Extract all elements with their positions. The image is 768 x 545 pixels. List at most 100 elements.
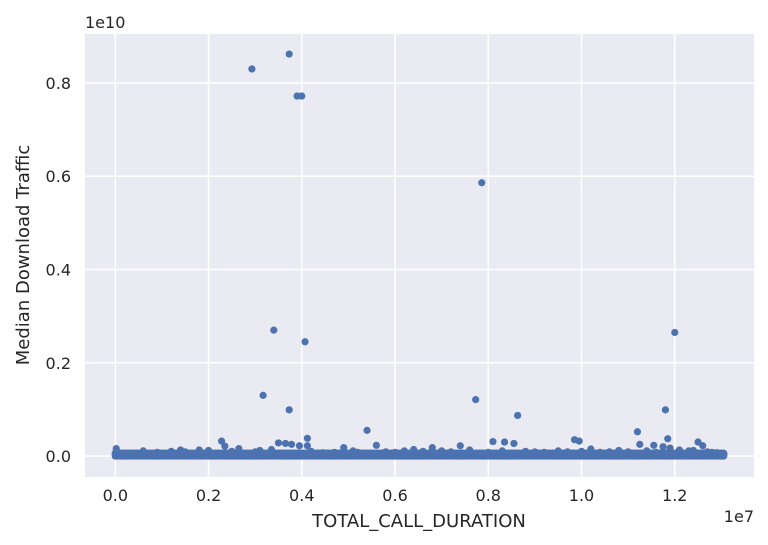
- data-point: [363, 426, 371, 434]
- data-point: [577, 447, 586, 455]
- data-point: [349, 447, 357, 455]
- data-point: [301, 338, 309, 346]
- data-point: [478, 179, 486, 187]
- data-point: [218, 437, 226, 445]
- data-point: [652, 448, 660, 456]
- data-point: [295, 442, 304, 450]
- data-point: [410, 445, 418, 454]
- data-point: [112, 444, 120, 453]
- data-point: [287, 440, 296, 448]
- data-point: [596, 448, 604, 456]
- data-point: [259, 391, 267, 399]
- x-tick-label: 1.0: [569, 486, 594, 505]
- data-point: [428, 444, 436, 452]
- x-tick-labels: 0.0 0.2 0.4 0.6 0.8 1.0 1.2: [103, 486, 688, 505]
- data-point: [472, 395, 480, 404]
- y-tick-label: 0.4: [46, 260, 71, 279]
- data-point: [248, 65, 256, 73]
- data-point: [531, 448, 539, 456]
- data-point: [664, 435, 672, 443]
- data-point: [204, 446, 213, 455]
- x-tick-label: 0.4: [289, 486, 314, 505]
- x-tick-label: 0.2: [196, 486, 221, 505]
- data-point: [661, 406, 670, 414]
- data-point: [228, 447, 236, 455]
- data-point: [498, 447, 506, 455]
- x-tick-label: 0.8: [476, 486, 501, 505]
- data-point: [438, 447, 446, 455]
- y-tick-label: 0.6: [46, 167, 71, 186]
- data-point: [554, 447, 562, 455]
- data-point: [307, 447, 315, 455]
- x-offset-label: 1e7: [724, 507, 754, 526]
- data-point: [514, 411, 522, 420]
- data-point: [615, 446, 623, 455]
- x-tick-label: 1.2: [662, 486, 687, 505]
- data-point: [340, 444, 348, 452]
- data-point: [195, 446, 203, 454]
- data-point: [671, 328, 679, 337]
- data-point: [666, 444, 674, 452]
- data-point: [540, 448, 548, 456]
- data-point: [382, 448, 390, 456]
- grid-lines: [85, 34, 754, 477]
- data-point: [510, 439, 518, 448]
- data-point: [575, 437, 583, 445]
- data-point: [391, 448, 399, 456]
- data-point: [587, 445, 595, 453]
- data-point: [221, 442, 229, 450]
- data-point: [153, 448, 161, 456]
- data-point: [563, 448, 572, 456]
- data-point: [636, 440, 644, 448]
- data-point: [466, 446, 474, 454]
- data-point: [256, 446, 264, 455]
- x-tick-label: 0.6: [382, 486, 407, 505]
- data-point: [633, 428, 642, 436]
- data-point: [372, 441, 380, 449]
- data-point: [400, 447, 408, 455]
- data-point: [139, 447, 147, 455]
- data-point: [720, 450, 728, 458]
- data-point: [650, 441, 658, 449]
- data-point: [267, 445, 276, 454]
- data-point: [659, 443, 667, 451]
- data-point: [500, 438, 509, 446]
- data-point: [303, 442, 311, 450]
- plot-background: [85, 34, 754, 477]
- data-point: [521, 447, 530, 455]
- data-point: [298, 92, 306, 100]
- data-point: [456, 442, 464, 450]
- y-tick-labels: 0.0 0.2 0.4 0.6 0.8: [46, 74, 71, 466]
- data-point: [489, 437, 497, 446]
- data-point: [624, 448, 632, 456]
- x-tick-label: 0.0: [103, 486, 128, 505]
- data-point: [303, 434, 311, 442]
- data-point: [330, 448, 339, 456]
- data-point: [605, 448, 614, 456]
- data-point: [675, 446, 684, 454]
- y-axis-label: Median Download Traffic: [13, 145, 34, 365]
- data-point: [281, 439, 290, 448]
- data-point: [699, 442, 707, 450]
- y-tick-label: 0.2: [46, 354, 71, 373]
- data-point: [484, 448, 492, 456]
- data-point: [447, 448, 455, 456]
- data-point: [285, 50, 293, 58]
- x-axis-label: TOTAL_CALL_DURATION: [311, 511, 526, 532]
- data-point: [689, 446, 697, 455]
- data-point: [643, 447, 651, 455]
- data-point: [703, 448, 711, 456]
- data-point: [285, 406, 293, 414]
- data-point: [319, 449, 327, 457]
- data-point: [270, 326, 278, 334]
- y-offset-label: 1e10: [85, 13, 125, 32]
- data-points: [111, 50, 728, 460]
- y-tick-label: 0.0: [46, 447, 71, 466]
- data-point: [235, 444, 243, 453]
- data-point: [419, 447, 427, 455]
- data-point: [274, 439, 283, 447]
- data-point: [167, 447, 175, 455]
- y-tick-label: 0.8: [46, 74, 71, 93]
- data-point: [181, 448, 189, 456]
